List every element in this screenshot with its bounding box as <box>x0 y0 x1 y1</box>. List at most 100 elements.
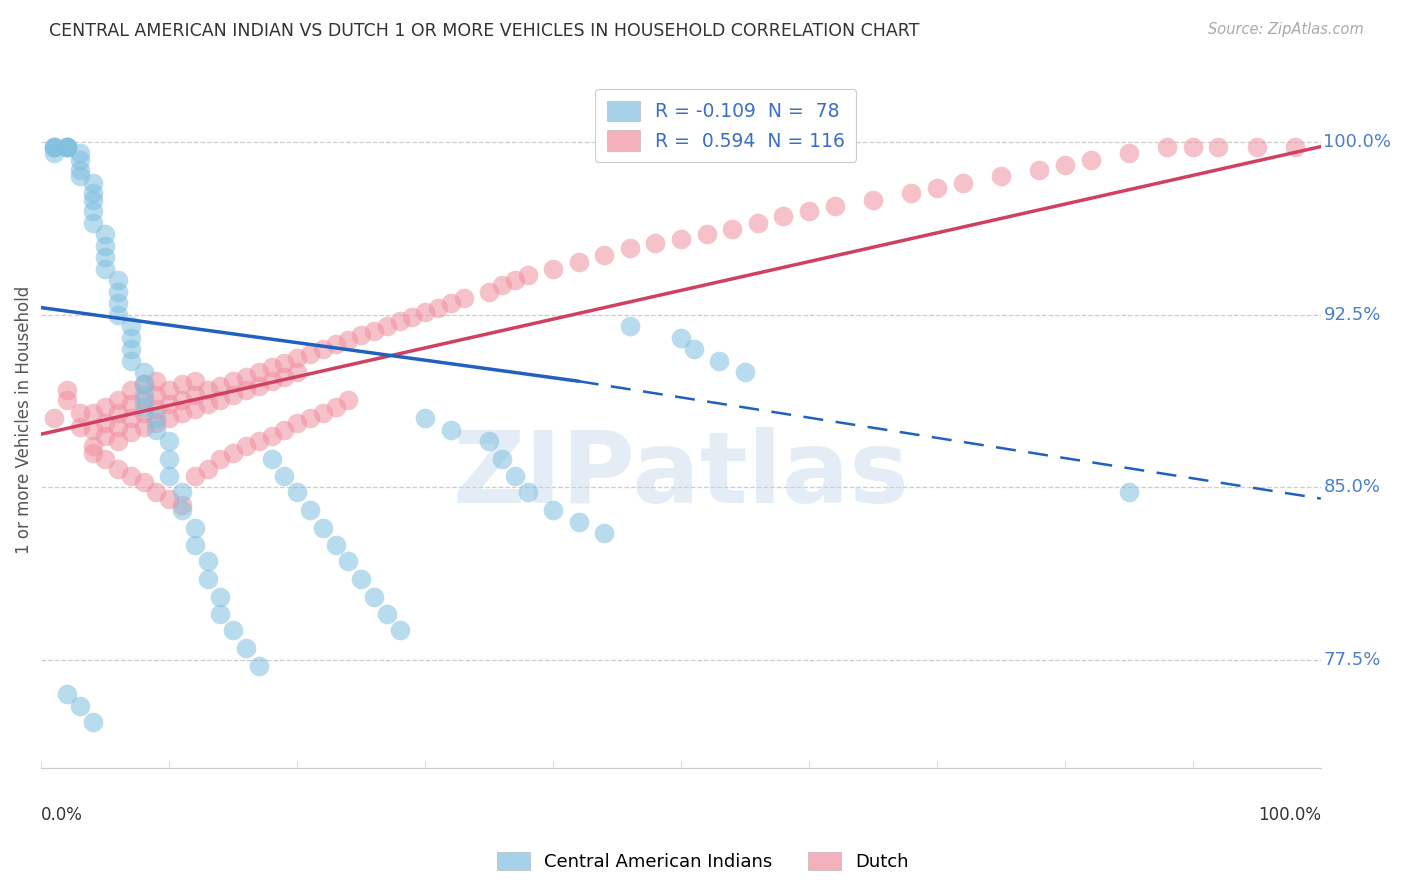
Point <box>478 285 501 299</box>
Point <box>94 452 117 467</box>
Point <box>120 411 142 425</box>
Point <box>222 623 245 637</box>
Point <box>157 434 180 448</box>
Legend: Central American Indians, Dutch: Central American Indians, Dutch <box>489 845 917 879</box>
Point <box>56 139 79 153</box>
Point <box>375 318 398 333</box>
Point <box>132 388 155 402</box>
Point <box>145 411 167 425</box>
Point <box>107 420 129 434</box>
Point <box>94 250 117 264</box>
Point <box>747 215 769 229</box>
Point <box>644 236 666 251</box>
Point <box>273 356 295 370</box>
Point <box>285 365 308 379</box>
Point <box>42 139 65 153</box>
Point <box>107 434 129 448</box>
Point <box>209 392 232 407</box>
Point <box>1181 139 1204 153</box>
Point <box>82 186 104 200</box>
Point <box>132 400 155 414</box>
Point <box>184 537 207 551</box>
Point <box>184 468 207 483</box>
Point <box>350 572 373 586</box>
Point <box>132 376 155 391</box>
Point <box>541 503 564 517</box>
Point <box>197 461 219 475</box>
Point <box>247 379 270 393</box>
Point <box>375 607 398 621</box>
Point <box>453 292 475 306</box>
Point <box>197 384 219 398</box>
Point <box>69 698 91 713</box>
Point <box>247 659 270 673</box>
Point <box>669 330 692 344</box>
Point <box>325 337 347 351</box>
Point <box>184 521 207 535</box>
Point <box>107 285 129 299</box>
Point <box>299 503 322 517</box>
Point <box>82 714 104 729</box>
Point <box>413 305 436 319</box>
Point <box>82 439 104 453</box>
Point <box>401 310 423 324</box>
Point <box>56 139 79 153</box>
Point <box>862 193 884 207</box>
Point <box>247 434 270 448</box>
Point <box>170 499 193 513</box>
Point <box>388 314 411 328</box>
Point <box>337 333 360 347</box>
Point <box>170 503 193 517</box>
Point <box>1053 158 1076 172</box>
Point <box>273 369 295 384</box>
Point <box>94 416 117 430</box>
Point <box>145 388 167 402</box>
Point <box>235 439 257 453</box>
Point <box>120 425 142 439</box>
Point <box>120 353 142 368</box>
Point <box>94 261 117 276</box>
Point <box>82 215 104 229</box>
Point <box>82 423 104 437</box>
Point <box>170 484 193 499</box>
Point <box>107 392 129 407</box>
Point <box>209 591 232 605</box>
Point <box>388 623 411 637</box>
Point <box>42 411 65 425</box>
Point <box>157 452 180 467</box>
Point <box>56 139 79 153</box>
Point <box>541 261 564 276</box>
Point <box>1028 162 1050 177</box>
Point <box>69 146 91 161</box>
Point <box>82 193 104 207</box>
Point <box>82 445 104 459</box>
Point <box>197 572 219 586</box>
Point <box>94 429 117 443</box>
Point <box>299 411 322 425</box>
Point <box>1208 139 1230 153</box>
Point <box>69 169 91 184</box>
Point <box>503 468 526 483</box>
Point <box>683 342 706 356</box>
Point <box>94 238 117 252</box>
Point <box>209 452 232 467</box>
Legend: R = -0.109  N =  78, R =  0.594  N = 116: R = -0.109 N = 78, R = 0.594 N = 116 <box>595 89 856 162</box>
Point <box>170 376 193 391</box>
Point <box>235 641 257 656</box>
Point <box>285 484 308 499</box>
Point <box>312 342 335 356</box>
Point <box>69 420 91 434</box>
Point <box>209 379 232 393</box>
Point <box>157 468 180 483</box>
Point <box>107 273 129 287</box>
Point <box>120 468 142 483</box>
Point <box>516 268 538 283</box>
Point <box>197 554 219 568</box>
Point <box>593 248 616 262</box>
Point <box>120 330 142 344</box>
Point <box>107 308 129 322</box>
Point <box>619 241 641 255</box>
Point <box>312 521 335 535</box>
Point <box>69 406 91 420</box>
Point <box>132 475 155 490</box>
